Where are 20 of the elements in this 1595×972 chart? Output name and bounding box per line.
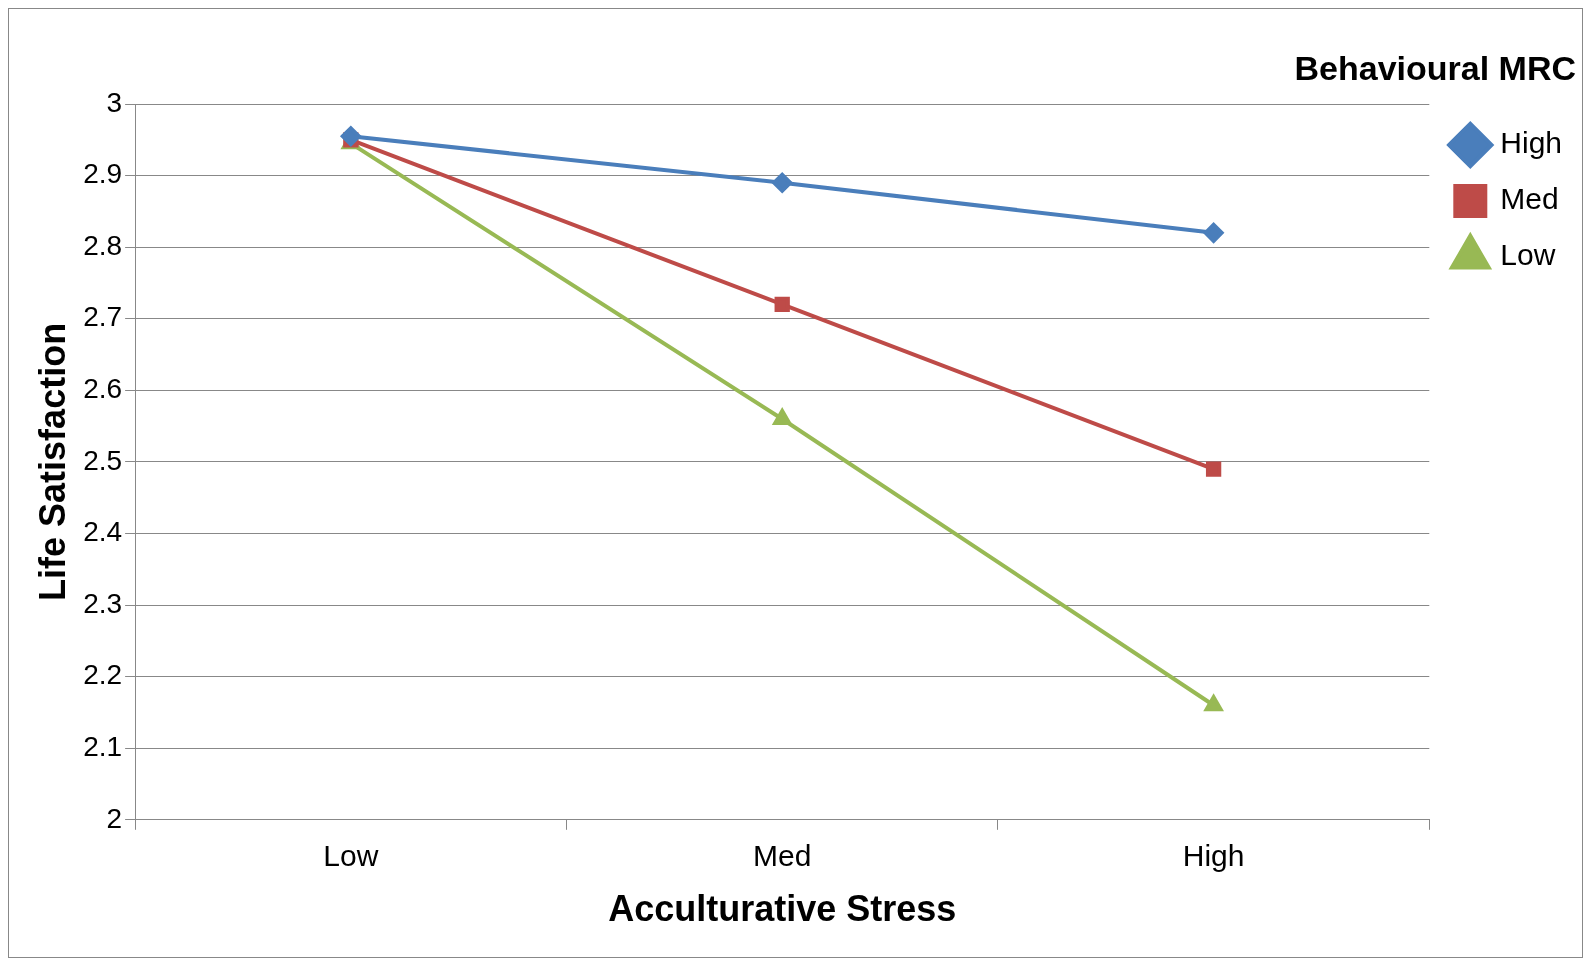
x-tick-label: Low: [323, 839, 379, 873]
legend-label: High: [1500, 126, 1562, 160]
legend-title: Behavioural MRC: [1294, 49, 1576, 88]
legend-label: Low: [1500, 238, 1556, 272]
y-tick-label: 2.9: [83, 158, 123, 190]
y-axis-title: Life Satisfaction: [31, 322, 73, 601]
y-tick-label: 3: [106, 86, 123, 118]
x-tick-label: Med: [753, 839, 812, 873]
y-tick-label: 2.6: [83, 373, 123, 405]
y-tick-label: 2.8: [83, 229, 123, 261]
x-tick-label: High: [1182, 839, 1245, 873]
y-tick-label: 2.1: [83, 730, 123, 762]
y-tick-label: 2: [106, 802, 123, 834]
y-tick-label: 2.4: [83, 516, 123, 548]
y-tick-label: 2.7: [83, 301, 123, 333]
x-axis-title: Acculturative Stress: [608, 888, 957, 930]
y-tick-label: 2.3: [83, 587, 123, 619]
y-tick-label: 2.2: [83, 659, 123, 691]
y-tick-label: 2.5: [83, 444, 123, 476]
legend-label: Med: [1500, 182, 1559, 216]
